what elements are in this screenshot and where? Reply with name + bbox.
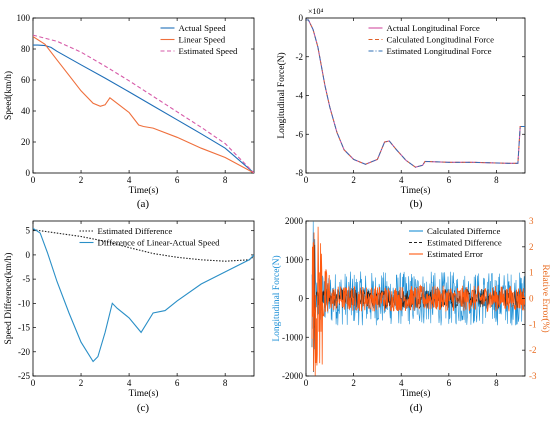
y-right-tick-label: -3: [529, 371, 537, 381]
x-tick-label: 4: [127, 175, 132, 185]
panel-label: (c): [137, 402, 150, 414]
y-tick-label: 1000: [285, 255, 304, 265]
y-right-tick-label: 2: [529, 242, 534, 252]
x-axis-label: Time(s): [401, 185, 431, 196]
legend-entry: Estimated Speed: [179, 46, 238, 56]
y-right-tick-label: -2: [529, 345, 537, 355]
series-line-linear-speed: [33, 36, 254, 173]
x-axis-label: Time(s): [129, 388, 159, 399]
y-axis-label: Longitudinal Force(N): [271, 255, 282, 341]
y-tick-label: 0: [299, 13, 304, 23]
legend: Actual Longitudinal Force Calculated Long…: [368, 23, 495, 56]
y-tick-label: -4: [296, 91, 304, 101]
x-axis-label: Time(s): [129, 185, 159, 196]
y-tick-label: 0: [299, 294, 304, 304]
series-line-difference-of-linear-actual-speed: [33, 227, 254, 363]
y-tick-label: 2000: [285, 216, 304, 226]
legend-entry: Estimated Error: [427, 249, 483, 259]
plot-area: [33, 34, 254, 173]
legend-entry: Estimated Difference: [427, 238, 502, 248]
axis-exponent: ×10⁴: [308, 7, 324, 16]
y-axis-label: Speed Difference(km/h): [3, 253, 14, 345]
y-tick-label: -15: [18, 323, 30, 333]
series-line-estimated-speed: [33, 34, 254, 173]
y-tick-label: -20: [18, 347, 30, 357]
y-right-tick-label: -1: [529, 319, 537, 329]
y-tick-label: -2: [296, 52, 304, 62]
x-tick-label: 8: [223, 175, 228, 185]
x-tick-label: 6: [175, 378, 180, 388]
y-tick-label: -2000: [282, 371, 303, 381]
legend: Estimated Difference Difference of Linear…: [79, 226, 221, 248]
chart-panel-a: 0 2 4 6 8020406080100Time(s)Speed(km/h)(a)Ac…: [3, 13, 255, 210]
legend-entry: Difference of Linear-Actual Speed: [98, 238, 221, 248]
x-tick-label: 8: [494, 378, 499, 388]
y-tick-label: -1000: [282, 332, 303, 342]
plot-area: [33, 227, 254, 363]
x-axis-label: Time(s): [401, 388, 431, 399]
y-axis-label: Longitudinal Force(N): [276, 52, 287, 138]
x-tick-label: 2: [79, 378, 84, 388]
legend-entry: Linear Speed: [179, 35, 226, 45]
y-tick-label: -10: [18, 298, 30, 308]
panel-label: (a): [137, 198, 150, 210]
series-line-estimated-longitudinal-force: [306, 19, 525, 168]
y-tick-label: 0: [26, 250, 31, 260]
y-right-tick-label: 0: [529, 294, 534, 304]
y-tick-label: 40: [21, 106, 31, 116]
series-line-actual-speed: [33, 44, 254, 173]
y-tick-label: 60: [21, 75, 31, 85]
y-tick-label: 20: [21, 137, 31, 147]
x-tick-label: 2: [351, 378, 356, 388]
series-line-estimated-error: [311, 226, 525, 376]
y-tick-label: -8: [296, 168, 304, 178]
y-tick-label: 80: [21, 44, 31, 54]
y-tick-label: 5: [26, 226, 31, 236]
chart-panel-d: 0 2 4 6 8 -2000 -1000 0 1000 2000 Time(s) Longitudi…: [271, 216, 550, 414]
plot-frame: [32, 17, 255, 174]
chart-panel-c: 0 2 4 6 8 -25 -20 -15 -10 -5 0 5 Time(s) Speed Differ…: [3, 220, 255, 414]
legend-entry: Estimated Difference: [98, 226, 173, 236]
y-axis-label: Speed(km/h): [3, 71, 14, 120]
series-line-estimated-difference: [33, 229, 254, 262]
x-tick-label: 4: [399, 378, 404, 388]
plot-frame: [32, 220, 255, 377]
y-right-tick-label: 1: [529, 268, 534, 278]
legend-entry: Estimated Longitudinal Force: [387, 46, 492, 56]
x-tick-label: 0: [31, 378, 36, 388]
x-tick-label: 4: [127, 378, 132, 388]
legend: Calculated Differnce Estimated Difference…: [409, 226, 502, 259]
y-tick-label: 0: [26, 168, 31, 178]
x-tick-label: 0: [31, 175, 36, 185]
plot-area: [306, 19, 525, 168]
y-right-tick-label: 3: [529, 216, 534, 226]
y-right-axis-label: Relative Error(%): [540, 264, 550, 332]
x-tick-label: 4: [399, 175, 404, 185]
x-tick-label: 6: [175, 175, 180, 185]
plot-area: [311, 221, 525, 376]
y-tick-label: -5: [23, 274, 31, 284]
x-tick-label: 8: [223, 378, 228, 388]
y-tick-label: -6: [296, 129, 304, 139]
x-tick-label: 0: [304, 175, 309, 185]
x-tick-label: 2: [79, 175, 84, 185]
panel-label: (d): [410, 402, 423, 414]
x-tick-label: 6: [447, 175, 452, 185]
chart-panel-b: 0 2 4 6 8 -8 -6 -4 -2 0 Time(s) Longitudinal Force(…: [276, 7, 526, 210]
y-tick-label: 100: [17, 13, 31, 23]
x-tick-label: 0: [304, 378, 309, 388]
series-line-calculated-longitudinal-force: [306, 19, 525, 168]
x-tick-label: 8: [494, 175, 499, 185]
x-tick-label: 2: [351, 175, 356, 185]
legend-entry: Actual Longitudinal Force: [387, 23, 480, 33]
panel-label: (b): [410, 198, 423, 210]
x-tick-label: 6: [447, 378, 452, 388]
y-tick-label: -25: [18, 371, 30, 381]
legend-entry: Calculated Differnce: [427, 226, 500, 236]
legend-entry: Calculated Longitudinal Force: [387, 35, 495, 45]
legend-entry: Actual Speed: [179, 23, 227, 33]
